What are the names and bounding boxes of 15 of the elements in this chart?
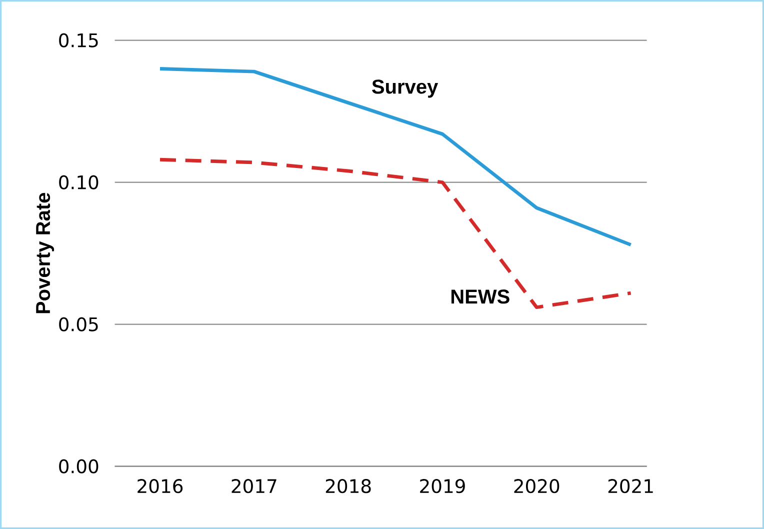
x-tick-label: 2017 (232, 479, 276, 494)
y-axis-title: Poverty Rate (36, 192, 54, 314)
series-label: NEWS (451, 290, 510, 304)
y-tick-label: 0.00 (59, 459, 98, 474)
y-tick-label: 0.05 (59, 317, 98, 332)
line-series (158, 66, 633, 247)
x-tick-label: 2019 (420, 479, 465, 494)
series-label: Survey (372, 80, 438, 98)
x-tick-label: 2016 (138, 479, 183, 494)
y-tick-label: 0.15 (59, 33, 98, 48)
line-series (158, 158, 633, 310)
y-tick-label: 0.10 (59, 175, 98, 190)
x-tick-label: 2020 (514, 479, 560, 494)
x-tick-label: 2018 (326, 479, 371, 494)
x-tick-label: 2021 (608, 479, 653, 494)
